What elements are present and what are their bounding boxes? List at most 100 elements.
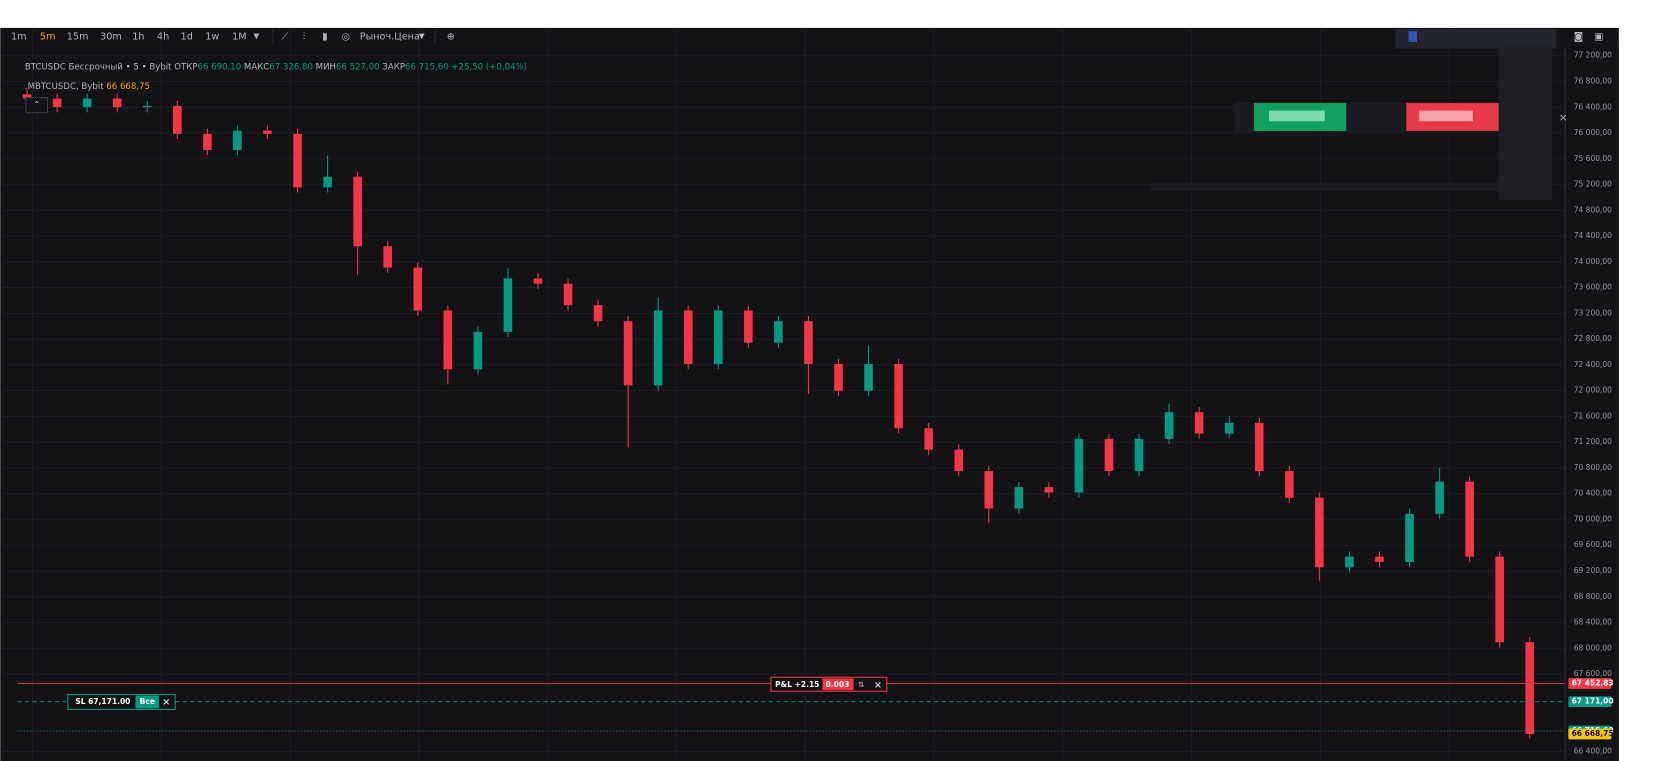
blurred-area	[1268, 110, 1325, 122]
interval[interactable]: 4h	[157, 31, 169, 42]
candle-body	[263, 130, 272, 134]
pnl: P&L +2.15	[775, 680, 819, 689]
chart-background	[0, 27, 1619, 761]
candle-body	[383, 246, 393, 268]
fullscreen-icon[interactable]: ▣	[1594, 31, 1603, 42]
y-tick-label: 68 400,00	[1574, 618, 1612, 627]
indicator-icon[interactable]: ⟋	[281, 31, 288, 42]
interval[interactable]: 5m	[40, 31, 56, 42]
candle-body	[1044, 487, 1054, 493]
candle-body	[593, 305, 603, 322]
candle-body	[473, 331, 483, 370]
dropdown-arrow[interactable]: ▼	[419, 31, 425, 40]
cancel-sl-icon[interactable]: ×	[162, 697, 170, 708]
sl: SL 67,171.00	[75, 697, 130, 706]
order-type[interactable]: Рыноч.Цена	[360, 31, 420, 42]
add-icon[interactable]: ⊕	[447, 31, 455, 42]
change: +25,50 (+0,04%)	[451, 62, 527, 72]
candle-body	[623, 321, 633, 386]
blurred-area	[1408, 31, 1418, 42]
ohlc-value: 66 715,60	[405, 62, 449, 72]
close-position-icon[interactable]: ×	[874, 680, 882, 691]
sl-scope: Все	[140, 697, 155, 706]
candle-body	[1375, 556, 1384, 562]
price-label: 67 171,00	[1572, 697, 1614, 706]
candle-body	[52, 98, 62, 108]
y-tick-label: 72 400,00	[1574, 360, 1612, 369]
legend: BTCUSDC Бессрочный • 5 • Bybit ОТКР66 69…	[25, 62, 527, 114]
candle-body	[1525, 642, 1535, 735]
y-tick-label: 74 400,00	[1574, 231, 1612, 240]
y-tick-label: 76 000,00	[1574, 128, 1612, 137]
candle-body	[1134, 438, 1144, 472]
y-tick-label: 77 200,00	[1574, 51, 1612, 60]
candle-body	[1074, 438, 1084, 493]
y-tick-label: 76 800,00	[1574, 76, 1612, 85]
blurred-panel: ×	[1150, 28, 1568, 200]
position-widgets: P&L +2.15 0.003 ⇅ × SL 67,171.00 Все ×	[67, 676, 888, 711]
reverse-icon[interactable]: ⇅	[858, 680, 865, 689]
settings-icon[interactable]: ◎	[342, 31, 350, 42]
price-axis	[1565, 47, 1619, 761]
screenshot-icon[interactable]: ◙	[1574, 31, 1583, 42]
sl-scope-box[interactable]	[135, 695, 160, 709]
ohlc-value: 66 690,10	[198, 62, 242, 72]
candle-body	[142, 105, 152, 108]
interval[interactable]: 1d	[181, 31, 193, 42]
candle-body	[984, 471, 994, 509]
interval-dropdown[interactable]: ▼	[254, 31, 260, 40]
blurred-area	[1150, 182, 1499, 192]
interval[interactable]: 1M	[232, 31, 246, 42]
qty-box[interactable]	[822, 678, 854, 691]
y-tick-label: 68 000,00	[1574, 643, 1612, 652]
candle-body	[653, 310, 663, 386]
candle-body	[22, 94, 32, 99]
candle-icon[interactable]: ▮	[322, 31, 327, 42]
candle-body	[804, 321, 813, 364]
y-tick-label: 74 800,00	[1574, 205, 1612, 214]
price-label-box	[1568, 728, 1612, 740]
blurred-area	[1419, 110, 1473, 122]
interval[interactable]: 15m	[67, 31, 89, 42]
candle-body	[533, 278, 543, 284]
y-tick-label: 70 800,00	[1574, 463, 1612, 472]
candle-body	[413, 267, 423, 311]
price-axis-labels: 77 200,00 76 800,00 76 400,00 76 000,00 75 6…	[1568, 51, 1614, 755]
legend-line: BTCUSDC Бессрочный • 5 • Bybit ОТКР66 69…	[25, 62, 527, 72]
y-tick-label: 73 200,00	[1574, 308, 1612, 317]
candle-body	[173, 105, 182, 134]
close-icon[interactable]: ×	[1559, 111, 1568, 124]
candle-body	[1345, 556, 1354, 568]
interval[interactable]: 1m	[11, 31, 27, 42]
candle-body	[1465, 481, 1474, 557]
symbol: BTCUSDC Бессрочный • 5 • Bybit	[25, 62, 172, 72]
candle-body	[1435, 481, 1444, 514]
interval[interactable]: 1w	[205, 31, 219, 42]
y-tick-label: 74 000,00	[1574, 257, 1612, 266]
y-tick-label: 71 200,00	[1574, 437, 1612, 446]
candle-body	[894, 363, 903, 429]
index-value: 66 668,75	[106, 81, 150, 91]
collapse-icon[interactable]: ⌃	[33, 101, 40, 111]
ohlc-label: МИН	[316, 62, 336, 72]
y-tick-label: 73 600,00	[1574, 283, 1612, 292]
y-tick-label: 69 200,00	[1574, 566, 1612, 575]
candle-body	[1495, 556, 1504, 643]
toolbar: ⟋ ⫶ ▮ ◎ Рыноч.Цена ▼ ⊕ ▼ ◙ ▣ 1m 5m 15m 30m 1…	[11, 30, 1603, 43]
compare-icon[interactable]: ⫶	[303, 31, 305, 42]
candle-body	[954, 449, 964, 472]
interval[interactable]: 1h	[132, 31, 144, 42]
legend-line: .MBTCUSDC, Bybit 66 668,75	[25, 81, 150, 91]
candle-body	[1285, 471, 1294, 498]
candle-body	[1224, 422, 1234, 434]
interval[interactable]: 30m	[100, 31, 122, 42]
collapse-button[interactable]	[25, 97, 48, 114]
y-tick-label: 69 600,00	[1574, 540, 1612, 549]
candle-body	[293, 133, 302, 188]
y-tick-label: 75 200,00	[1574, 180, 1612, 189]
candle-body	[503, 278, 513, 332]
candle-body	[443, 310, 453, 370]
ohlc-value: 67 326,80	[269, 62, 313, 72]
index-symbol: .MBTCUSDC, Bybit	[25, 81, 104, 91]
